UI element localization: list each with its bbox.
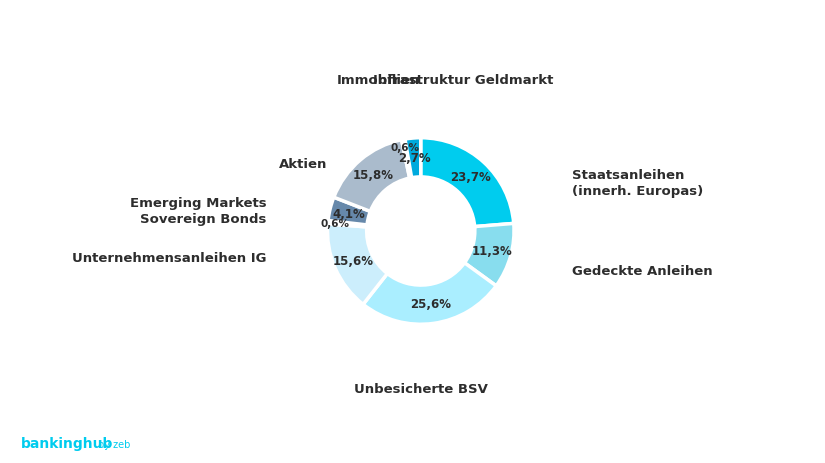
Text: Emerging Markets
Sovereign Bonds: Emerging Markets Sovereign Bonds [130,197,266,225]
Text: 4,1%: 4,1% [332,207,365,220]
Wedge shape [334,140,410,212]
Text: 0,6%: 0,6% [321,219,350,228]
Text: Infrastruktur Geldmarkt: Infrastruktur Geldmarkt [373,74,553,87]
Text: 15,8%: 15,8% [352,169,394,182]
Text: Aktien: Aktien [279,158,328,171]
Wedge shape [328,198,370,225]
Text: bankinghub: bankinghub [21,436,113,450]
Wedge shape [402,140,412,179]
Text: 0,6%: 0,6% [390,143,419,152]
Text: 15,6%: 15,6% [332,255,374,268]
Text: Immobilien: Immobilien [337,74,421,87]
Text: 23,7%: 23,7% [450,171,491,184]
Text: by zeb: by zeb [98,439,130,449]
Text: 11,3%: 11,3% [471,245,512,258]
Text: Unternehmensanleihen IG: Unternehmensanleihen IG [73,251,266,264]
Wedge shape [328,221,367,227]
Text: 2,7%: 2,7% [398,152,431,165]
Wedge shape [328,225,387,305]
Wedge shape [464,224,514,286]
Text: Gedeckte Anleihen: Gedeckte Anleihen [572,264,713,277]
Wedge shape [421,138,514,227]
Wedge shape [405,138,421,178]
Wedge shape [363,263,496,325]
Text: 25,6%: 25,6% [410,298,451,311]
Text: Staatsanleihen
(innerh. Europas): Staatsanleihen (innerh. Europas) [572,169,703,198]
Text: Unbesicherte BSV: Unbesicherte BSV [354,382,488,395]
